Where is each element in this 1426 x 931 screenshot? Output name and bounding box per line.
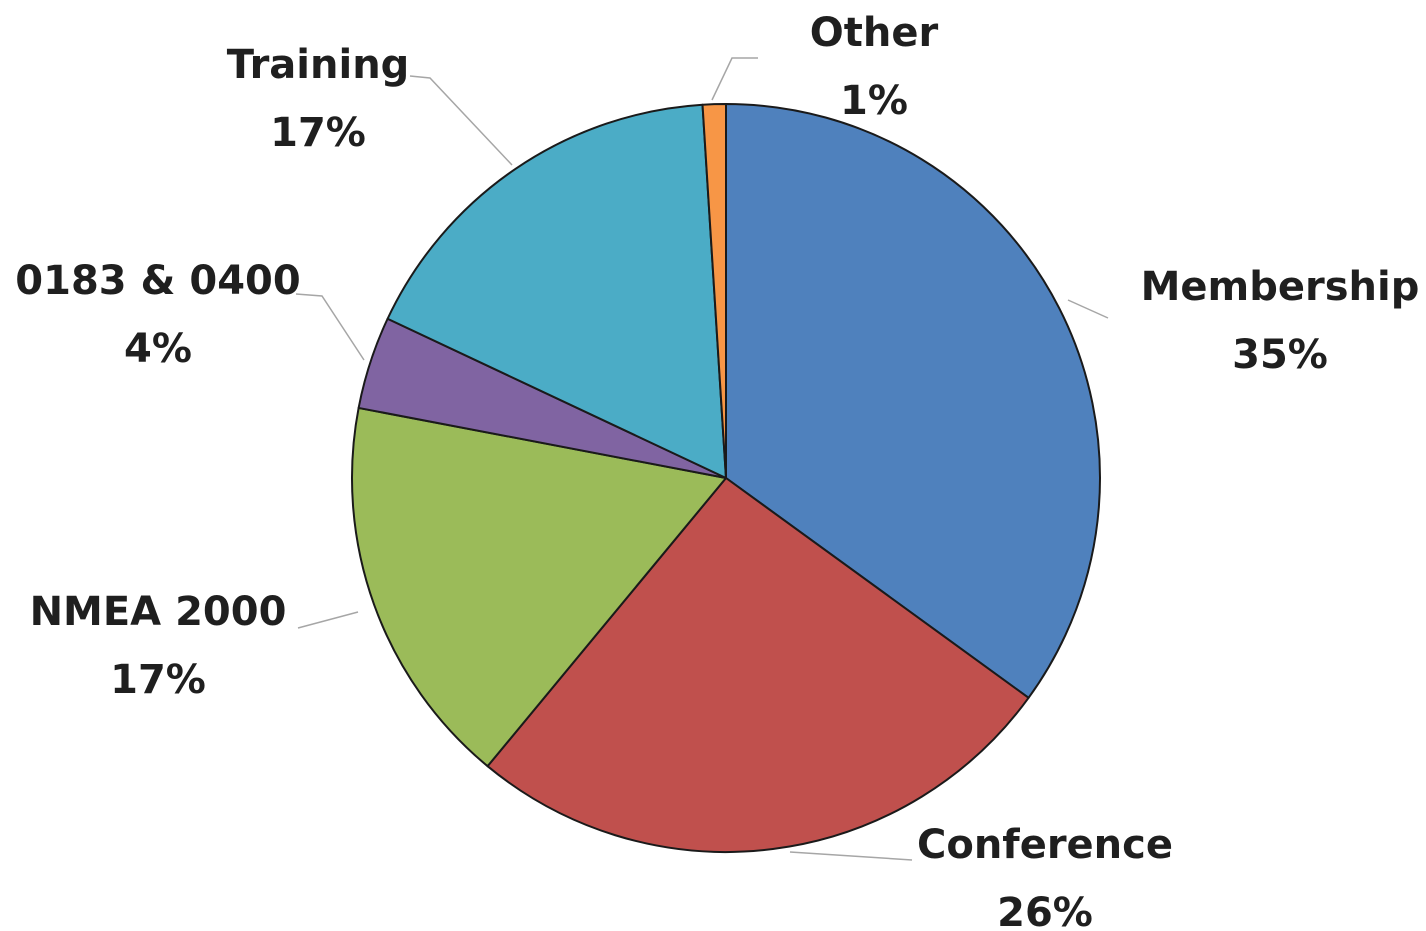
pie-slices: [352, 104, 1100, 852]
slice-percent-0183-0400: 4%: [124, 326, 192, 372]
slice-label-nmea-2000: NMEA 2000: [30, 589, 287, 635]
leader-line-nmea-2000: [298, 612, 358, 628]
slice-percent-training: 17%: [270, 110, 366, 156]
slice-label-0183-0400: 0183 & 0400: [15, 258, 300, 304]
slice-percent-nmea-2000: 17%: [110, 657, 206, 703]
slice-label-other: Other: [810, 10, 939, 56]
slice-label-membership: Membership: [1141, 264, 1420, 310]
slice-percent-other: 1%: [840, 78, 908, 124]
leader-line-0183-0400: [296, 294, 364, 360]
leader-line-conference: [790, 852, 912, 860]
slice-percent-conference: 26%: [997, 890, 1093, 931]
leader-line-membership: [1068, 300, 1108, 318]
leader-line-other: [712, 58, 758, 100]
slice-percent-membership: 35%: [1232, 332, 1328, 378]
slice-label-training: Training: [227, 42, 410, 88]
leader-line-training: [410, 76, 512, 165]
slice-label-conference: Conference: [917, 822, 1173, 868]
